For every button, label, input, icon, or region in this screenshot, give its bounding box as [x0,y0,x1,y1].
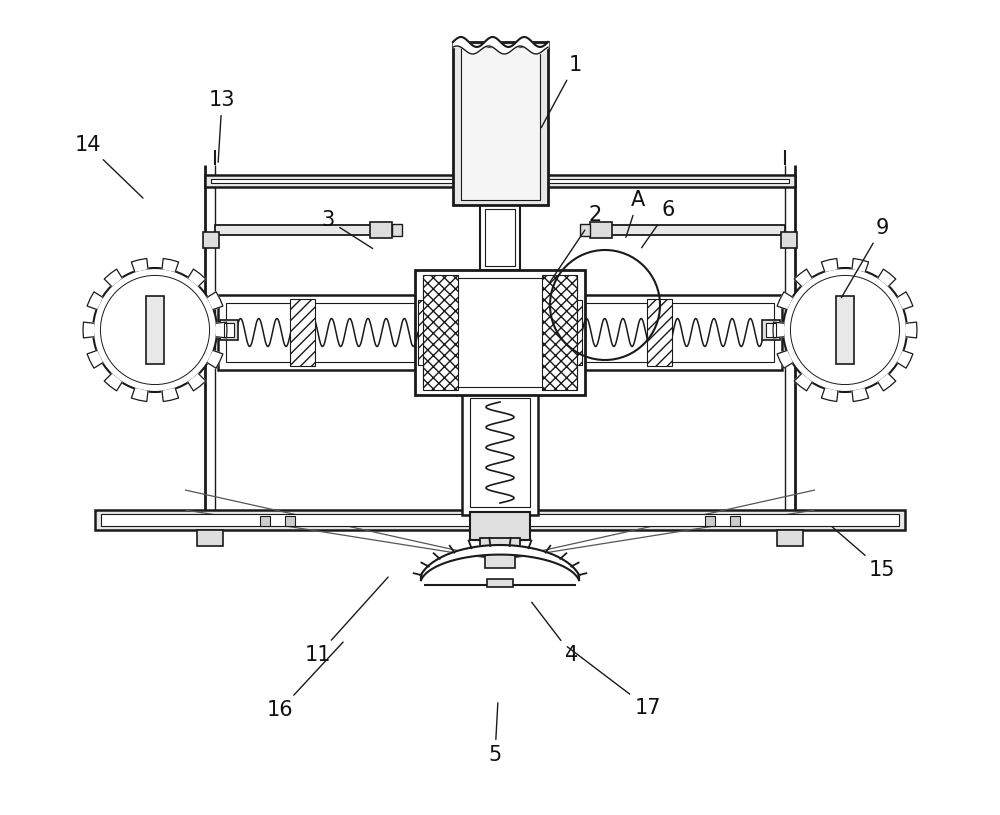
Bar [836,296,854,364]
Polygon shape [898,292,913,310]
Text: 14: 14 [75,135,143,198]
Bar [197,530,223,546]
Polygon shape [821,258,838,271]
Bar [95,510,905,530]
Text: 2: 2 [550,205,602,283]
Polygon shape [907,322,917,338]
Text: 9: 9 [841,218,889,297]
Bar [205,175,795,187]
Bar [580,224,590,236]
Bar [203,232,219,248]
Polygon shape [104,374,122,391]
Bar [146,296,164,364]
Text: 16: 16 [267,642,343,720]
Bar [558,303,774,362]
Polygon shape [852,258,869,271]
Text: 6: 6 [642,200,675,248]
Polygon shape [421,545,579,580]
Polygon shape [162,389,179,402]
Bar [600,225,785,235]
Bar [480,205,520,270]
Bar [762,320,780,340]
Bar [218,295,450,370]
Polygon shape [878,374,896,391]
Polygon shape [131,258,148,271]
Bar [226,303,442,362]
Bar [453,42,548,205]
Text: 17: 17 [567,646,661,718]
Polygon shape [87,292,102,310]
Bar [730,516,740,526]
Polygon shape [131,389,148,402]
Polygon shape [878,269,896,286]
Bar [290,299,315,366]
Bar [211,179,789,183]
Polygon shape [217,322,227,338]
Bar [418,300,448,365]
Bar [285,516,295,526]
Bar [224,323,234,337]
Bar [461,47,540,200]
Bar [781,232,797,248]
Bar [590,222,612,238]
Circle shape [783,268,907,392]
Bar [480,538,520,556]
Bar [423,278,577,387]
Bar [392,224,402,236]
Text: 1: 1 [541,55,582,128]
Bar [487,579,513,587]
Polygon shape [208,350,223,368]
Polygon shape [87,350,102,368]
Bar [423,275,458,390]
Bar [220,320,238,340]
Polygon shape [898,350,913,368]
Polygon shape [104,269,122,286]
Polygon shape [852,389,869,402]
Bar [462,390,538,515]
Polygon shape [773,322,783,338]
Polygon shape [794,269,812,286]
Text: 11: 11 [305,577,388,665]
Polygon shape [794,374,812,391]
Polygon shape [208,292,223,310]
Text: A: A [626,190,645,237]
Polygon shape [777,292,792,310]
Polygon shape [188,269,206,286]
Bar [370,222,392,238]
Text: 15: 15 [832,526,895,580]
Text: 13: 13 [209,90,235,162]
Bar [647,299,672,366]
Polygon shape [821,389,838,402]
Bar [101,514,899,526]
Bar [415,270,585,395]
Bar [260,516,270,526]
Polygon shape [777,350,792,368]
Polygon shape [83,322,93,338]
Bar [470,512,530,540]
Text: 3: 3 [321,210,373,249]
Bar [215,225,400,235]
Polygon shape [188,374,206,391]
Bar [766,323,776,337]
Bar [485,553,515,568]
Bar [552,300,582,365]
Text: 5: 5 [488,703,502,765]
Circle shape [93,268,217,392]
Bar [550,295,782,370]
Polygon shape [162,258,179,271]
Bar [705,516,715,526]
Bar [777,530,803,546]
Bar [485,209,515,266]
Bar [470,398,530,507]
Text: 4: 4 [532,602,579,665]
Bar [542,275,577,390]
